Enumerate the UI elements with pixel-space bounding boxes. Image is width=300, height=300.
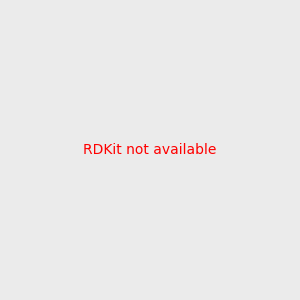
Text: RDKit not available: RDKit not available	[83, 143, 217, 157]
